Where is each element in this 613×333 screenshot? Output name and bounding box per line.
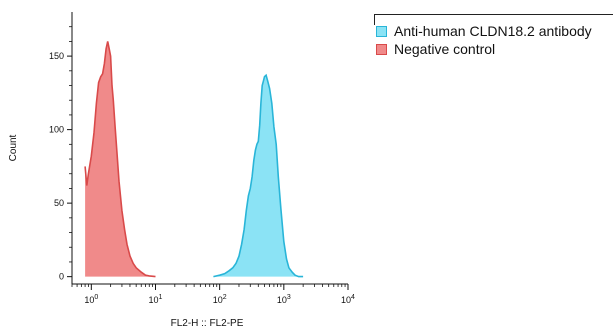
legend-item-cldn182: Anti-human CLDN18.2 antibody xyxy=(376,23,592,39)
legend-swatch-cldn182 xyxy=(376,25,387,37)
x-tick-label: 102 xyxy=(213,294,227,305)
series-layer xyxy=(84,41,304,278)
histogram-area-negative-control xyxy=(85,41,156,277)
legend-label-negative-control: Negative control xyxy=(394,41,496,57)
y-tick-label: 100 xyxy=(49,125,64,135)
histogram-area-cldn182 xyxy=(213,75,304,277)
y-tick-label: 150 xyxy=(49,51,64,61)
x-axis-label: FL2-H :: FL2-PE xyxy=(171,318,244,329)
legend-frame xyxy=(374,14,613,25)
x-tick-label: 100 xyxy=(84,294,98,305)
x-tick-label: 104 xyxy=(341,294,355,305)
x-tick-label: 101 xyxy=(149,294,163,305)
y-tick-label: 50 xyxy=(54,198,64,208)
legend-label-cldn182: Anti-human CLDN18.2 antibody xyxy=(394,23,592,39)
legend-swatch-negative-control xyxy=(376,43,387,55)
histogram-line-negative-control xyxy=(84,41,156,278)
legend-item-negative-control: Negative control xyxy=(376,41,495,57)
y-axis-label: Count xyxy=(8,134,19,161)
histogram-line-cldn182 xyxy=(213,73,304,278)
ticks-layer: 0 50 100 150 100 101 102 103 104 xyxy=(49,26,355,305)
y-tick-label: 0 xyxy=(59,272,64,282)
x-tick-label: 103 xyxy=(277,294,291,305)
legend: Anti-human CLDN18.2 antibody Negative co… xyxy=(374,14,613,64)
